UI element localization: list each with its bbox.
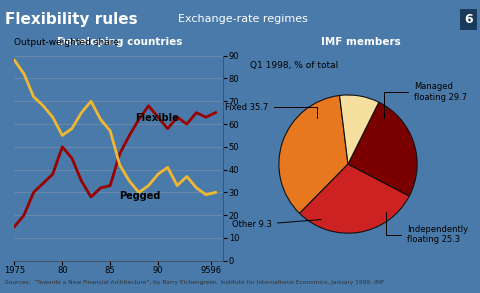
Text: Independently
floating 25.3: Independently floating 25.3 (386, 212, 468, 244)
Text: Output-weighted share: Output-weighted share (14, 38, 119, 47)
Text: Flexibility rules: Flexibility rules (5, 12, 137, 27)
Text: Pegged: Pegged (119, 191, 160, 201)
Wedge shape (300, 164, 409, 233)
Text: Developing countries: Developing countries (57, 37, 183, 47)
Text: Other 9.3: Other 9.3 (232, 219, 321, 229)
Text: Q1 1998, % of total: Q1 1998, % of total (250, 61, 338, 70)
Text: Fixed 35.7: Fixed 35.7 (225, 103, 317, 118)
Text: 6: 6 (464, 13, 473, 26)
Wedge shape (348, 102, 417, 196)
Text: IMF members: IMF members (321, 37, 401, 47)
Wedge shape (279, 96, 348, 213)
Text: Exchange-rate regimes: Exchange-rate regimes (178, 14, 308, 24)
Text: Managed
floating 29.7: Managed floating 29.7 (384, 82, 467, 118)
Text: Flexible: Flexible (135, 113, 179, 123)
Text: Sources:  "Towards a New Financial Architecture", by Barry Eichengreen. Institut: Sources: "Towards a New Financial Archit… (5, 280, 384, 285)
Wedge shape (339, 95, 379, 164)
